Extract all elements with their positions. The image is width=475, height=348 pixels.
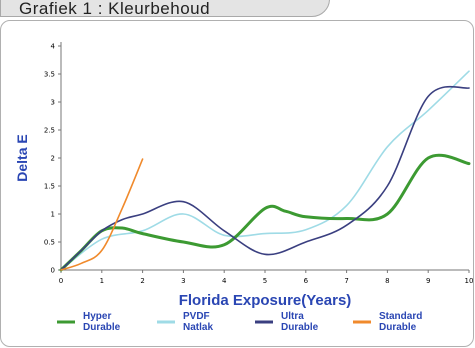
tick-labels: 0 0.5 1 1.5 2 2.5 3 3.5 4 0 1 2 3 4 5 6 7 8 9 10 (44, 43, 473, 286)
legend: HyperDurablePVDFNatlakUltraDurableStanda… (57, 311, 422, 333)
legend-label-pvdf-natlak: Natlak (183, 322, 213, 333)
y-tick-label: 0.5 (44, 239, 55, 247)
y-tick-label: 1 (51, 211, 55, 219)
x-tick-label: 9 (426, 277, 430, 285)
y-tick-label: 4 (51, 43, 56, 51)
chart-panel: 0 0.5 1 1.5 2 2.5 3 3.5 4 0 1 2 3 4 5 6 7 8 9 10 Delta E Fl… (0, 20, 474, 347)
legend-label-ultra-durable: Ultra (281, 311, 304, 322)
x-tick-label: 8 (385, 277, 389, 285)
y-tick-label: 3.5 (44, 71, 55, 79)
legend-label-ultra-durable: Durable (281, 322, 319, 333)
legend-label-standard-durable: Standard (379, 311, 422, 322)
y-tick-label: 2.5 (44, 127, 55, 135)
x-tick-label: 4 (222, 277, 227, 285)
y-tick-label: 3 (51, 99, 55, 107)
x-axis-label: Florida Exposure(Years) (179, 292, 352, 309)
line-chart: 0 0.5 1 1.5 2 2.5 3 3.5 4 0 1 2 3 4 5 6 7 8 9 10 Delta E Fl… (14, 42, 473, 333)
x-tick-label: 0 (59, 277, 63, 285)
series-line-pvdf-natlak (60, 70, 470, 271)
legend-label-pvdf-natlak: PVDF (183, 311, 210, 322)
x-tick-label: 6 (304, 277, 309, 285)
x-tick-label: 7 (344, 277, 348, 285)
axes (58, 42, 470, 273)
page-title: Grafiek 1 : Kleurbehoud (19, 0, 211, 18)
series-lines (59, 70, 471, 272)
x-tick-label: 10 (465, 277, 473, 285)
x-tick-label: 1 (100, 277, 104, 285)
y-axis-label: Delta E (14, 134, 30, 181)
x-tick-label: 5 (263, 277, 267, 285)
x-tick-label: 3 (181, 277, 185, 285)
legend-label-hyper-durable: Hyper (83, 311, 111, 322)
y-tick-label: 0 (51, 267, 55, 275)
y-tick-label: 2 (51, 155, 55, 163)
y-tick-label: 1.5 (44, 183, 55, 191)
x-tick-label: 2 (140, 277, 144, 285)
series-line-ultra-durable (60, 85, 470, 271)
legend-label-hyper-durable: Durable (83, 322, 121, 333)
title-tab: Grafiek 1 : Kleurbehoud (0, 0, 330, 18)
legend-label-standard-durable: Durable (379, 322, 417, 333)
series-line-hyper-durable (59, 153, 471, 272)
series-line-standard-durable (60, 158, 144, 271)
